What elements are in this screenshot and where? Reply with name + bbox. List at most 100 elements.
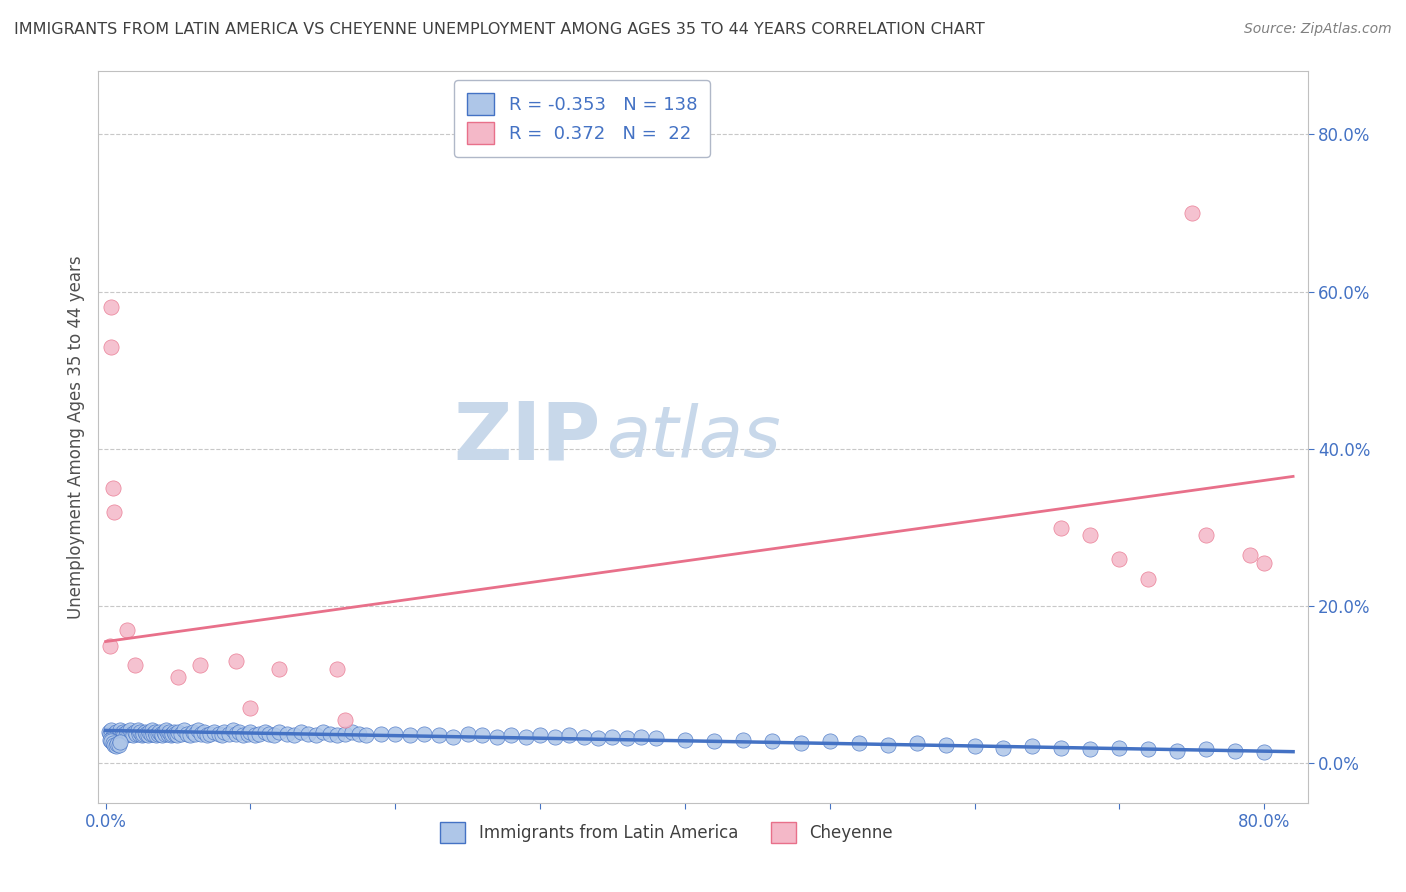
Point bbox=[602, 730, 624, 744]
Point bbox=[703, 734, 725, 748]
Text: IMMIGRANTS FROM LATIN AMERICA VS CHEYENNE UNEMPLOYMENT AMONG AGES 35 TO 44 YEARS: IMMIGRANTS FROM LATIN AMERICA VS CHEYENN… bbox=[14, 22, 984, 37]
Point bbox=[100, 723, 122, 738]
Point bbox=[179, 728, 201, 742]
Point bbox=[193, 725, 215, 739]
Point bbox=[135, 726, 157, 740]
Point bbox=[148, 725, 170, 739]
Point bbox=[515, 730, 537, 744]
Legend: Immigrants from Latin America, Cheyenne: Immigrants from Latin America, Cheyenne bbox=[433, 815, 900, 849]
Text: ZIP: ZIP bbox=[453, 398, 600, 476]
Point bbox=[1080, 742, 1102, 756]
Point bbox=[107, 739, 129, 753]
Point bbox=[112, 725, 135, 739]
Point bbox=[173, 723, 195, 738]
Point bbox=[876, 738, 898, 752]
Point bbox=[207, 726, 229, 740]
Point bbox=[1050, 740, 1073, 755]
Point bbox=[935, 738, 957, 752]
Point bbox=[166, 728, 188, 742]
Point bbox=[905, 736, 928, 750]
Point bbox=[190, 726, 212, 740]
Point bbox=[101, 481, 124, 495]
Point bbox=[188, 658, 211, 673]
Point bbox=[104, 725, 127, 739]
Point bbox=[356, 728, 378, 742]
Point bbox=[239, 725, 262, 739]
Point bbox=[457, 726, 479, 740]
Point bbox=[118, 726, 141, 740]
Point bbox=[228, 725, 250, 739]
Point bbox=[124, 725, 146, 739]
Point bbox=[162, 726, 184, 740]
Point bbox=[630, 730, 652, 744]
Point bbox=[145, 728, 167, 742]
Point bbox=[1108, 740, 1130, 755]
Point bbox=[138, 725, 160, 739]
Point bbox=[103, 726, 125, 740]
Point bbox=[156, 726, 179, 740]
Point bbox=[1195, 742, 1218, 756]
Point bbox=[218, 726, 240, 740]
Point bbox=[104, 739, 127, 754]
Point bbox=[1253, 746, 1275, 760]
Point bbox=[1050, 520, 1073, 534]
Point bbox=[128, 726, 150, 740]
Point bbox=[121, 726, 143, 740]
Point bbox=[100, 734, 122, 748]
Point bbox=[214, 725, 236, 739]
Point bbox=[290, 725, 312, 739]
Point bbox=[117, 623, 139, 637]
Point bbox=[326, 728, 349, 742]
Point bbox=[1021, 739, 1043, 754]
Point bbox=[115, 728, 138, 742]
Point bbox=[413, 726, 436, 740]
Point bbox=[253, 725, 276, 739]
Point bbox=[319, 726, 342, 740]
Point bbox=[232, 728, 254, 742]
Point bbox=[107, 726, 129, 740]
Point bbox=[170, 726, 193, 740]
Point bbox=[761, 734, 783, 748]
Point bbox=[122, 728, 145, 742]
Point bbox=[304, 728, 326, 742]
Point bbox=[187, 723, 209, 738]
Point bbox=[101, 736, 124, 750]
Point bbox=[326, 662, 349, 676]
Point bbox=[124, 658, 146, 673]
Point bbox=[211, 728, 233, 742]
Point bbox=[384, 726, 406, 740]
Point bbox=[441, 730, 464, 744]
Point bbox=[150, 728, 173, 742]
Point bbox=[98, 732, 121, 747]
Point bbox=[139, 726, 162, 740]
Point bbox=[239, 701, 262, 715]
Point bbox=[108, 735, 131, 749]
Point bbox=[149, 726, 172, 740]
Point bbox=[427, 728, 450, 742]
Point bbox=[159, 728, 181, 742]
Y-axis label: Unemployment Among Ages 35 to 44 years: Unemployment Among Ages 35 to 44 years bbox=[66, 255, 84, 619]
Point bbox=[276, 726, 298, 740]
Point bbox=[645, 731, 668, 746]
Point bbox=[1108, 552, 1130, 566]
Point bbox=[263, 728, 285, 742]
Point bbox=[105, 728, 128, 742]
Point bbox=[134, 725, 156, 739]
Point bbox=[120, 723, 142, 738]
Point bbox=[993, 740, 1015, 755]
Point bbox=[155, 723, 177, 738]
Point bbox=[195, 728, 218, 742]
Point bbox=[131, 728, 153, 742]
Point bbox=[152, 725, 174, 739]
Point bbox=[125, 726, 148, 740]
Point bbox=[163, 725, 186, 739]
Point bbox=[543, 730, 565, 744]
Point bbox=[114, 726, 136, 740]
Point bbox=[103, 738, 125, 752]
Point bbox=[243, 728, 266, 742]
Point bbox=[132, 726, 155, 740]
Point bbox=[153, 726, 176, 740]
Point bbox=[167, 725, 190, 739]
Point bbox=[340, 725, 363, 739]
Point bbox=[731, 732, 754, 747]
